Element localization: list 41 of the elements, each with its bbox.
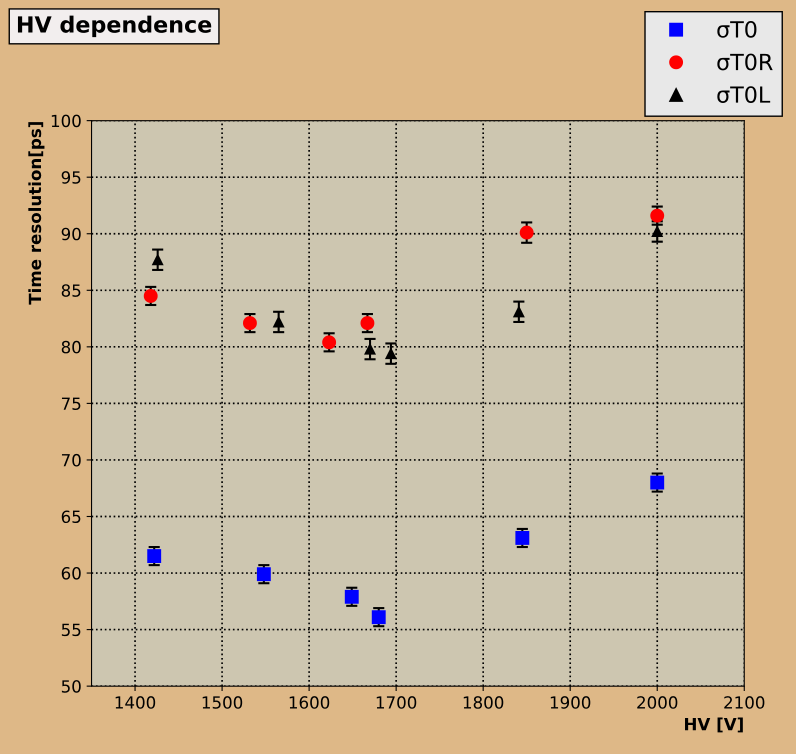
point [144,289,158,303]
x-tick-label: 1600 [290,696,330,709]
y-axis-title: Time resolution[ps] [28,122,44,305]
y-tick-label: 55 [62,624,80,636]
y-tick-label: 95 [62,171,80,184]
point [147,549,162,564]
point [152,254,164,266]
point [520,226,534,240]
point [344,590,359,604]
x-tick-label: 2100 [724,696,764,709]
x-tick-label: 1400 [116,696,156,709]
point [242,316,257,330]
point [322,335,336,350]
point [364,344,376,355]
y-tick-label: 80 [62,340,81,354]
y-tick-label: 75 [62,398,80,410]
legend-label: σT0L [717,86,770,103]
y-tick-label: 70 [62,454,81,467]
point [273,316,284,328]
y-tick-label: 90 [62,228,81,240]
legend-label: σT0 [717,20,756,38]
chart-title: HV dependence [18,16,212,38]
point [513,306,524,318]
y-tick-label: 60 [62,567,81,580]
y-tick-label: 50 [62,680,81,693]
x-tick-label: 1500 [202,696,242,709]
x-tick-label: 1700 [376,696,416,709]
y-tick-label: 65 [62,510,80,524]
x-axis-title: HV [V] [685,718,743,732]
point [650,476,664,490]
point [360,316,374,330]
x-tick-label: 1800 [464,696,504,709]
y-tick-label: 100 [52,114,81,128]
point [385,348,396,360]
y-tick-label: 85 [62,284,80,297]
point [515,531,530,545]
x-tick-label: 1900 [550,696,590,709]
point [256,567,271,582]
point [372,610,386,624]
x-tick-label: 2000 [637,696,678,709]
legend-label: σT0R [717,54,773,70]
